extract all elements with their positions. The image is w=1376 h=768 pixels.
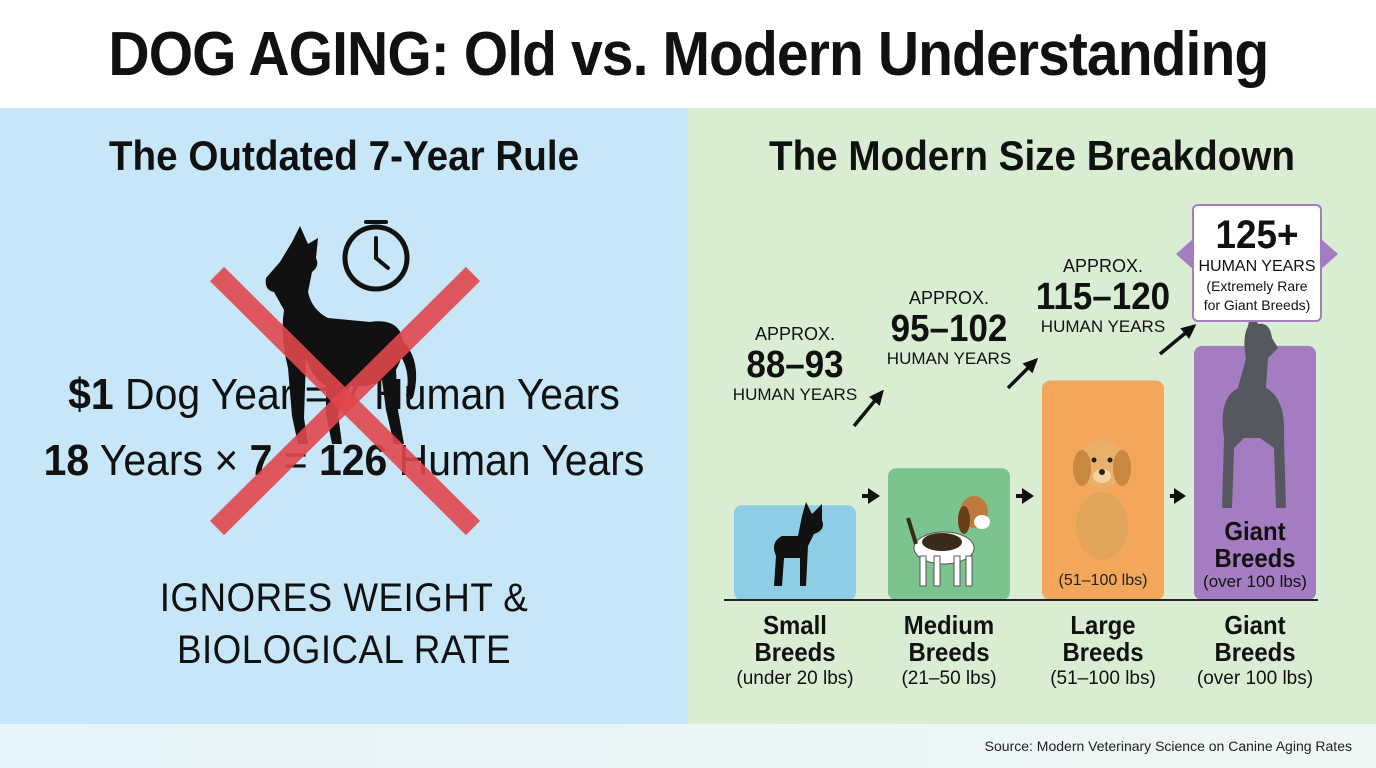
unit-label: HUMAN YEARS [732,385,858,404]
category-weight: (under 20 lbs) [736,668,854,689]
category-name: Breeds [908,637,990,667]
category-name: Breeds [1214,637,1296,667]
rise-arrowhead-1 [868,389,884,406]
category-label-2: Medium Breeds (21–50 lbs) [869,612,1029,690]
category-name: Small [763,610,827,640]
approx-label: APPROX. [908,288,990,308]
page-title: DOG AGING: Old vs. Modern Understanding [108,19,1269,89]
unit-label: HUMAN YEARS [1040,317,1166,336]
modern-heading: The Modern Size Breakdown [768,132,1296,179]
range-value: 88–93 [746,344,844,386]
rise-arrowhead-3 [1180,324,1197,340]
rise-arrowhead-2 [1022,357,1039,374]
size-breakdown-chart [724,308,1318,601]
footer: Source: Modern Veterinary Science on Can… [0,724,1376,768]
unit-label: HUMAN YEARS [886,349,1012,368]
giant-range-note-1: (Extremely Rare [1206,278,1308,294]
giant-range-value: 125+ [1215,213,1299,257]
approx-label: APPROX. [1062,256,1144,276]
beagle-icon [906,496,990,587]
large-bar-weight-note: (51–100 lbs) [1058,572,1148,589]
category-name: Medium [903,610,995,640]
category-weight: (21–50 lbs) [901,668,997,689]
range-value: 95–102 [890,308,1008,350]
giant-bar-name: Giant [1224,516,1286,546]
category-weight: (51–100 lbs) [1050,668,1156,689]
giant-bar-name: Breeds [1214,543,1296,573]
giant-bar-label: Giant Breeds (over 100 lbs) [1194,518,1316,592]
value-callout-2: APPROX. 95–102 HUMAN YEARS [868,288,1030,369]
formula-line-2: 18 Years × 7 = 126 Human Years [43,436,645,485]
category-name: Breeds [1062,637,1144,667]
modern-breakdown-panel: The Modern Size Breakdown 125+ HUMAN YEA… [688,108,1376,724]
range-value: 115–120 [1035,276,1171,318]
title-bar: DOG AGING: Old vs. Modern Understanding [0,0,1376,108]
giant-bar-weight: (over 100 lbs) [1203,572,1307,591]
old-rule-panel: The Outdated 7-Year Rule $1 Dog Year = 7… [0,108,688,724]
category-label-4: Giant Breeds (over 100 lbs) [1175,612,1335,690]
giant-range-unit: HUMAN YEARS [1198,258,1316,275]
flow-arrowhead-1 [868,488,880,504]
approx-label: APPROX. [754,324,836,344]
chihuahua-icon [774,502,823,586]
category-label-3: Large Breeds (51–100 lbs) [1023,612,1183,690]
clock-icon [342,220,410,292]
badge-left-tab [1176,238,1194,270]
giant-range-badge: 125+ HUMAN YEARS (Extremely Rare for Gia… [1192,204,1322,322]
golden-retriever-icon [1073,440,1131,560]
category-name: Large [1070,610,1136,640]
bar-3 [1042,380,1164,600]
giant-range-note-2: for Giant Breeds) [1203,297,1311,313]
great-dane-icon [1222,308,1286,508]
category-weight: (over 100 lbs) [1196,668,1314,689]
category-name: Breeds [754,637,836,667]
badge-right-tab [1320,238,1338,270]
old-rule-heading: The Outdated 7-Year Rule [108,132,580,179]
strike-cross-icon [209,266,481,536]
ignores-warning: IGNORES WEIGHT & BIOLOGICAL RATE [159,576,529,672]
category-label-1: Small Breeds (under 20 lbs) [715,612,875,690]
source-citation: Source: Modern Veterinary Science on Can… [984,738,1352,754]
value-callout-3: APPROX. 115–120 HUMAN YEARS [1022,256,1184,337]
category-name: Giant [1224,610,1286,640]
flow-arrowhead-2 [1022,488,1034,504]
flow-arrowhead-3 [1174,488,1186,504]
value-callout-1: APPROX. 88–93 HUMAN YEARS [714,324,876,405]
